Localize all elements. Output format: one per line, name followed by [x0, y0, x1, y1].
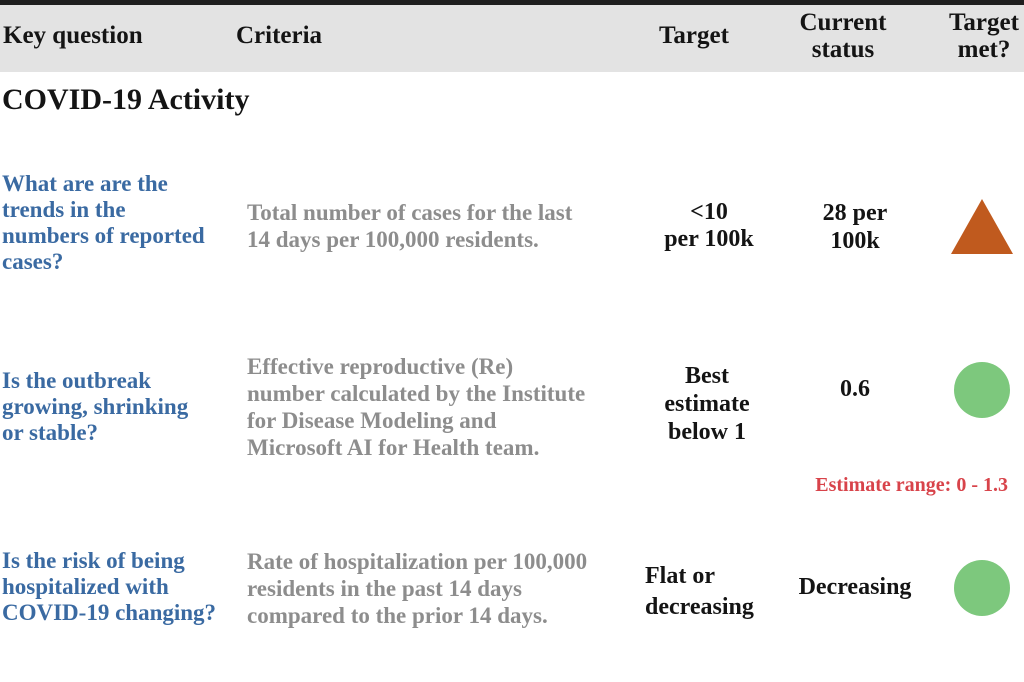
column-header-target: Target: [659, 22, 729, 49]
key-question-text: Is the outbreak growing, shrinking or st…: [2, 368, 189, 445]
column-header-target-met: Target met?: [949, 9, 1019, 63]
status-triangle-up-icon: [951, 199, 1013, 254]
status-circle-icon: [954, 560, 1010, 616]
key-question-text: Is the risk of being hospitalized with C…: [2, 548, 217, 625]
target-value: Best estimate below 1: [664, 363, 750, 445]
table-header-row: Key question Criteria Target Current sta…: [0, 5, 1024, 72]
column-header-key-question: Key question: [3, 22, 143, 49]
criteria-text: Effective reproductive (Re) number calcu…: [247, 354, 586, 460]
target-value: Flat or decreasing: [645, 563, 754, 620]
estimate-range-note: Estimate range: 0 - 1.3: [815, 474, 1008, 496]
key-question-text: What are are the trends in the numbers o…: [2, 171, 205, 274]
current-status-value: 0.6: [840, 376, 870, 402]
current-status-value: 28 per 100k: [822, 200, 888, 254]
top-border: [0, 0, 1024, 5]
current-status-value: Decreasing: [798, 574, 912, 600]
section-title: COVID-19 Activity: [2, 83, 250, 116]
criteria-text: Rate of hospitalization per 100,000 resi…: [247, 549, 588, 628]
status-circle-icon: [954, 362, 1010, 418]
column-header-current-status: Current status: [799, 9, 887, 63]
criteria-text: Total number of cases for the last 14 da…: [247, 200, 573, 252]
target-value: <10 per 100k: [664, 199, 754, 252]
column-header-criteria: Criteria: [236, 22, 323, 49]
